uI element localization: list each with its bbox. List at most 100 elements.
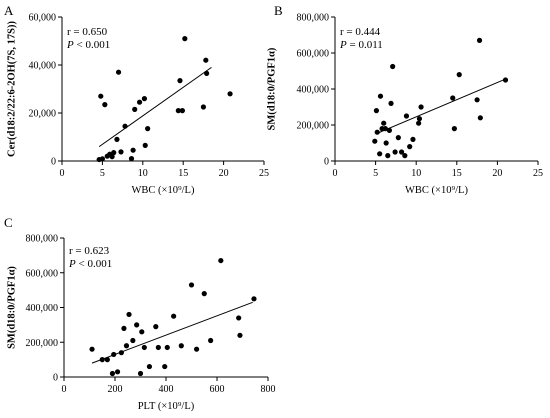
y-tick-label: 600,000 bbox=[297, 49, 330, 60]
x-tick-label: 15 bbox=[178, 168, 188, 179]
data-point bbox=[201, 291, 207, 297]
data-point bbox=[204, 70, 210, 76]
data-point bbox=[383, 140, 389, 146]
stat-r: r = 0.444 bbox=[340, 26, 381, 38]
data-point bbox=[132, 106, 138, 112]
y-tick-label: 0 bbox=[51, 157, 56, 168]
x-tick-label: 15 bbox=[452, 168, 462, 179]
data-point bbox=[141, 344, 147, 351]
data-point bbox=[390, 63, 396, 70]
stat-r: r = 0.623 bbox=[69, 245, 110, 257]
data-point bbox=[407, 144, 413, 150]
data-point bbox=[137, 370, 144, 377]
stat-p-symbol: P bbox=[66, 39, 74, 51]
data-point bbox=[203, 57, 209, 63]
data-point bbox=[114, 369, 121, 375]
data-point bbox=[162, 363, 168, 370]
x-tick-label: 5 bbox=[373, 168, 378, 179]
data-point bbox=[188, 282, 195, 288]
y-tick-label: 0 bbox=[53, 373, 58, 384]
data-point bbox=[382, 126, 388, 132]
data-point bbox=[111, 150, 117, 156]
stat-p: P = 0.011 bbox=[339, 39, 383, 51]
data-point bbox=[139, 329, 145, 335]
data-point bbox=[102, 102, 108, 108]
panel-label: C bbox=[4, 215, 13, 230]
data-point bbox=[200, 104, 206, 110]
data-point bbox=[474, 97, 480, 103]
data-point bbox=[145, 126, 151, 132]
data-point bbox=[99, 357, 105, 363]
regression-line bbox=[98, 66, 212, 148]
panel-label: B bbox=[274, 3, 283, 18]
y-axis-label: Cer(d18:2/22:6-2OH(7S, 17S)) bbox=[6, 21, 17, 157]
data-point bbox=[388, 100, 394, 106]
data-point bbox=[402, 153, 408, 159]
data-point bbox=[111, 351, 117, 358]
data-point bbox=[451, 126, 457, 132]
x-tick-label: 25 bbox=[533, 168, 543, 179]
data-point bbox=[392, 149, 398, 155]
x-axis-label: PLT (×10⁹/L) bbox=[138, 401, 195, 412]
data-point bbox=[109, 154, 115, 160]
data-point bbox=[418, 104, 424, 110]
data-point bbox=[134, 322, 140, 328]
y-tick-label: 800,000 bbox=[297, 13, 330, 24]
x-tick-label: 25 bbox=[259, 168, 269, 179]
data-point bbox=[182, 36, 188, 42]
data-point bbox=[164, 344, 170, 351]
data-point bbox=[171, 313, 177, 319]
data-point bbox=[251, 296, 257, 302]
data-point bbox=[130, 337, 136, 344]
data-point bbox=[374, 129, 380, 135]
y-tick-label: 40,000 bbox=[29, 61, 57, 72]
data-point bbox=[398, 149, 405, 155]
x-axis-label: WBC (×10⁹/L) bbox=[405, 185, 468, 196]
data-point bbox=[502, 77, 509, 83]
data-point bbox=[450, 95, 456, 101]
y-tick-label: 0 bbox=[324, 157, 329, 168]
stat-p: P < 0.001 bbox=[66, 39, 110, 51]
data-point bbox=[114, 136, 120, 142]
x-tick-label: 0 bbox=[60, 168, 65, 179]
stat-p-symbol: P bbox=[339, 39, 347, 51]
data-point bbox=[142, 142, 148, 148]
data-point bbox=[236, 315, 242, 321]
data-point bbox=[141, 96, 148, 102]
panel-a: A 0 5 10 15 20 25 0 20,000 40,000 60,000 WBC (×10⁹/… bbox=[4, 3, 269, 196]
x-tick-label: 20 bbox=[492, 168, 502, 179]
x-tick-label: 10 bbox=[411, 168, 421, 179]
x-tick-label: 10 bbox=[138, 168, 148, 179]
y-axis-label: SM(d18:0/PGF1α) bbox=[6, 266, 17, 349]
data-point bbox=[381, 120, 387, 126]
data-point bbox=[153, 324, 159, 330]
data-point bbox=[104, 357, 110, 363]
data-point bbox=[416, 120, 422, 126]
stat-p-value: < 0.001 bbox=[76, 258, 112, 270]
x-tick-label: 600 bbox=[210, 384, 225, 395]
stat-r: r = 0.650 bbox=[67, 26, 108, 38]
data-point bbox=[175, 108, 181, 114]
data-point bbox=[128, 156, 135, 162]
y-tick-label: 60,000 bbox=[29, 13, 57, 24]
x-tick-label: 5 bbox=[100, 168, 105, 179]
data-point bbox=[177, 78, 183, 84]
data-point bbox=[179, 108, 185, 114]
data-point bbox=[98, 93, 104, 99]
y-tick-label: 600,000 bbox=[26, 268, 59, 279]
stat-p-symbol: P bbox=[68, 258, 76, 270]
data-point bbox=[395, 135, 401, 141]
x-tick-label: 800 bbox=[261, 384, 276, 395]
y-tick-label: 200,000 bbox=[297, 121, 330, 132]
data-point bbox=[372, 138, 378, 144]
data-point bbox=[115, 69, 122, 75]
x-tick-label: 0 bbox=[62, 384, 67, 395]
data-point bbox=[89, 346, 95, 352]
regression-line bbox=[375, 78, 506, 135]
data-point bbox=[477, 115, 483, 121]
data-point bbox=[123, 343, 130, 349]
data-point bbox=[155, 344, 161, 351]
data-point bbox=[194, 346, 200, 352]
data-point bbox=[237, 332, 243, 338]
data-point bbox=[178, 343, 184, 349]
